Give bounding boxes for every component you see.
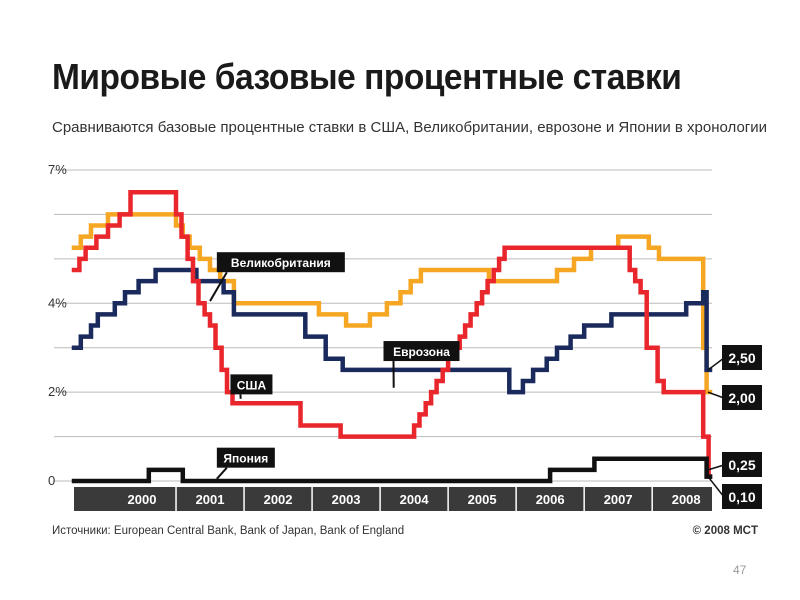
series-labels: Великобритания Еврозона США Япония [209, 252, 460, 480]
x-tick-label: 2004 [400, 492, 430, 507]
chart-title: Мировые базовые процентные ставки [52, 56, 682, 97]
x-axis-band [74, 487, 712, 511]
end-label-box [722, 385, 762, 410]
end-label-pointer [707, 464, 725, 471]
source-text: Источники: European Central Bank, Bank o… [52, 525, 405, 537]
end-value-label: 2,50 [728, 350, 755, 366]
x-tick-label: 2000 [128, 492, 157, 507]
end-value-label: 0,25 [728, 457, 755, 473]
x-tick-label: 2003 [332, 492, 361, 507]
series-label-box [230, 374, 273, 395]
end-value-label: 0,10 [728, 489, 755, 505]
series-line-2 [71, 267, 713, 395]
series-label-box [216, 447, 275, 468]
series-line-1 [71, 212, 713, 395]
end-label-pointer [707, 476, 725, 498]
y-tick-label: 0 [48, 473, 55, 488]
end-label-pointer [707, 357, 725, 371]
x-axis-band: 2000 2001 2002 2003 2004 2005 2006 2007 2008 [74, 487, 712, 511]
copyright-text: © 2008 MCT [692, 525, 758, 537]
end-label-pointer [707, 391, 725, 399]
x-tick-label: 2007 [604, 492, 633, 507]
series-label-text: США [237, 378, 267, 392]
x-tick-label: 2006 [536, 492, 565, 507]
y-tick-label: 7% [48, 162, 67, 177]
x-tick-label: 2005 [468, 492, 497, 507]
series-label-text: Великобритания [231, 256, 331, 270]
x-tick-label: 2002 [264, 492, 293, 507]
interest-rate-chart: 02%4%7% ВеликобританияЕврозонаСШАЯпония … [48, 162, 762, 511]
series-label-pointer [209, 271, 228, 302]
series-line-0 [71, 189, 713, 479]
chart-subtitle: Сравниваются базовые процентные ставки в… [52, 119, 768, 136]
series-line-3 [71, 456, 713, 484]
series-label-text: Япония [223, 452, 268, 466]
end-value-labels: 2,50 2,00 0,25 0,10 [707, 345, 762, 509]
series-label-text: Еврозона [393, 345, 450, 359]
y-tick-label: 2% [48, 384, 67, 399]
y-tick-label: 4% [48, 295, 67, 310]
end-label-box [722, 484, 762, 509]
series-label-box [383, 341, 460, 362]
series-label-pointer [216, 467, 228, 480]
y-axis-ticks: 0 2% 4% 7% [48, 162, 67, 488]
end-label-box [722, 345, 762, 370]
end-value-label: 2,00 [728, 390, 755, 406]
x-tick-label: 2008 [672, 492, 701, 507]
series-lines [71, 189, 713, 484]
x-tick-label: 2001 [196, 492, 225, 507]
series-label-box [216, 252, 345, 273]
slide-number: 47 [733, 563, 747, 577]
end-label-box [722, 452, 762, 477]
